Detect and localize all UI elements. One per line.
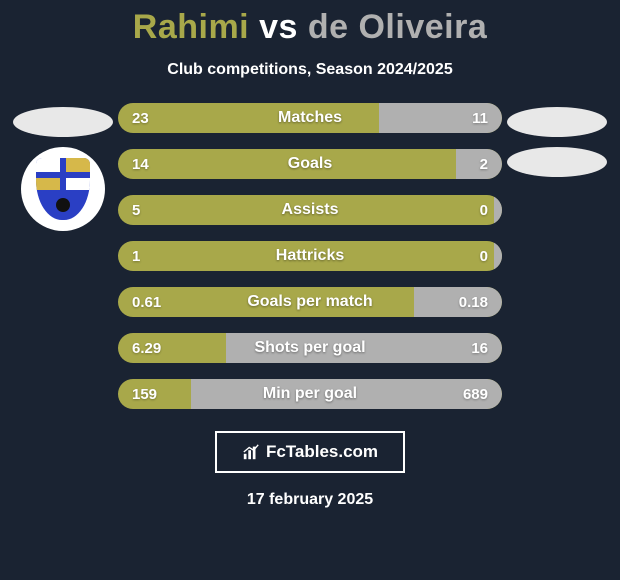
shield-icon: [36, 158, 90, 220]
stat-value-left: 5: [132, 202, 140, 219]
stat-value-left: 23: [132, 110, 149, 127]
stat-label: Matches: [278, 109, 342, 127]
player2-avatar: [507, 107, 607, 137]
stat-value-right: 0.18: [459, 294, 488, 311]
subtitle: Club competitions, Season 2024/2025: [0, 61, 620, 79]
stat-value-right: 0: [480, 248, 488, 265]
stat-label: Goals: [288, 155, 332, 173]
site-logo[interactable]: FcTables.com: [215, 431, 405, 473]
player2-club-placeholder: [507, 147, 607, 177]
stat-value-right: 0: [480, 202, 488, 219]
player2-side: [502, 103, 612, 177]
stat-label: Shots per goal: [254, 339, 365, 357]
stat-value-right: 689: [463, 386, 488, 403]
vs-text: vs: [259, 8, 298, 46]
stat-label: Min per goal: [263, 385, 357, 403]
stat-bar: 0.61 Goals per match 0.18: [118, 287, 502, 317]
stat-bar: 14 Goals 2: [118, 149, 502, 179]
player1-name: Rahimi: [133, 8, 249, 46]
comparison-content: 23 Matches 11 14 Goals 2 5 Assists 0 1 H…: [0, 103, 620, 409]
site-name: FcTables.com: [266, 442, 378, 462]
stat-label: Assists: [282, 201, 339, 219]
stat-bar: 23 Matches 11: [118, 103, 502, 133]
stat-value-right: 11: [472, 110, 488, 127]
stat-bars: 23 Matches 11 14 Goals 2 5 Assists 0 1 H…: [118, 103, 502, 409]
player1-club-badge: [21, 147, 105, 231]
stat-value-right: 2: [480, 156, 488, 173]
comparison-title: Rahimi vs de Oliveira: [0, 0, 620, 47]
stat-value-right: 16: [471, 340, 488, 357]
player1-side: [8, 103, 118, 231]
player2-name: de Oliveira: [308, 8, 487, 46]
stat-value-left: 14: [132, 156, 149, 173]
stat-value-left: 1: [132, 248, 140, 265]
stat-label: Goals per match: [247, 293, 372, 311]
stat-value-left: 159: [132, 386, 157, 403]
stat-bar: 6.29 Shots per goal 16: [118, 333, 502, 363]
stat-value-left: 6.29: [132, 340, 161, 357]
stat-bar: 1 Hattricks 0: [118, 241, 502, 271]
date-text: 17 february 2025: [0, 491, 620, 509]
stat-label: Hattricks: [276, 247, 344, 265]
stat-bar-right-fill: [494, 195, 502, 225]
chart-icon: [242, 443, 260, 461]
stat-bar-right-fill: [494, 241, 502, 271]
stat-bar: 5 Assists 0: [118, 195, 502, 225]
stat-value-left: 0.61: [132, 294, 161, 311]
player1-avatar: [13, 107, 113, 137]
stat-bar: 159 Min per goal 689: [118, 379, 502, 409]
